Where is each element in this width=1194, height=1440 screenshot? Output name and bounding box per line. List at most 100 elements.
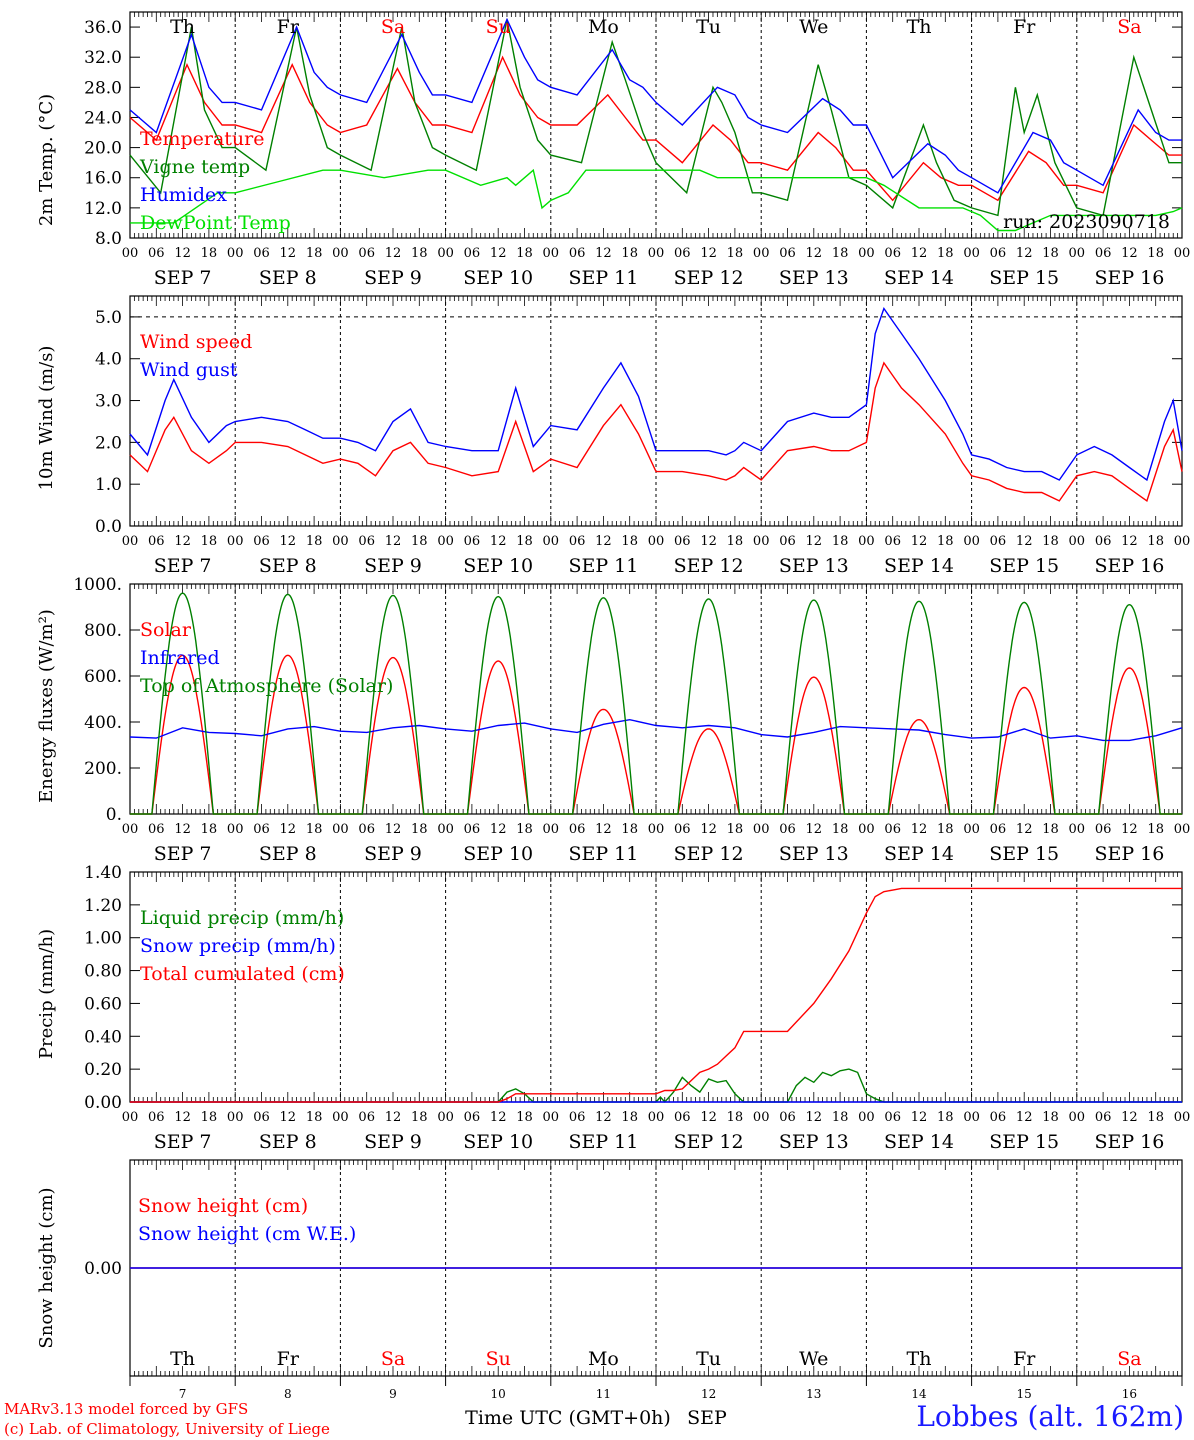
legend-entry: Infrared xyxy=(140,647,220,669)
y-tick-label: 4.0 xyxy=(95,350,122,370)
x-date-label: SEP 9 xyxy=(364,267,422,289)
x-hour-label: 06 xyxy=(464,246,481,261)
x-date-label: 10 xyxy=(491,1387,506,1401)
x-hour-label: 18 xyxy=(1042,1110,1059,1125)
x-hour-label: 06 xyxy=(1095,246,1112,261)
legend-entry: Snow height (cm W.E.) xyxy=(138,1223,356,1245)
x-hour-label: 00 xyxy=(227,534,244,549)
x-hour-label: 06 xyxy=(779,534,796,549)
y-tick-label: 16.0 xyxy=(84,169,122,189)
x-hour-label: 12 xyxy=(490,1110,507,1125)
x-hour-label: 06 xyxy=(569,1110,586,1125)
x-hour-label: 12 xyxy=(806,534,823,549)
x-axis-month: SEP xyxy=(687,1407,727,1429)
x-hour-label: 00 xyxy=(332,822,349,837)
x-hour-label: 00 xyxy=(858,246,875,261)
legend-entry: Temperature xyxy=(140,128,264,150)
x-hour-label: 12 xyxy=(700,534,717,549)
x-hour-label: 18 xyxy=(1042,822,1059,837)
x-hour-label: 06 xyxy=(569,246,586,261)
x-date-label: SEP 14 xyxy=(884,1131,954,1153)
x-date-label: SEP 7 xyxy=(154,1131,212,1153)
x-date-label: SEP 13 xyxy=(779,1131,849,1153)
x-hour-label: 00 xyxy=(753,534,770,549)
x-hour-label: 06 xyxy=(779,1110,796,1125)
y-tick-label: 0.0 xyxy=(95,517,122,537)
legend-entry: Wind speed xyxy=(140,331,252,353)
x-hour-label: 06 xyxy=(148,246,165,261)
day-of-week-label: Fr xyxy=(277,1348,300,1370)
day-of-week-label: Fr xyxy=(1013,1348,1036,1370)
x-date-label: SEP 15 xyxy=(989,267,1059,289)
x-hour-label: 12 xyxy=(174,246,191,261)
x-hour-label: 00 xyxy=(437,534,454,549)
y-axis-label: Energy fluxes (W/m²) xyxy=(36,609,57,803)
x-hour-label: 00 xyxy=(963,534,980,549)
x-hour-label: 18 xyxy=(1147,534,1164,549)
x-hour-label: 00 xyxy=(1069,534,1086,549)
series-line-vigne-temp xyxy=(129,19,1182,217)
x-hour-label: 00 xyxy=(963,822,980,837)
y-tick-label: 200. xyxy=(84,759,122,779)
x-hour-label: 00 xyxy=(753,822,770,837)
location-label: Lobbes (alt. 162m) xyxy=(916,1400,1184,1433)
x-hour-label: 06 xyxy=(779,822,796,837)
x-hour-label: 12 xyxy=(280,246,297,261)
x-date-label: SEP 15 xyxy=(989,1131,1059,1153)
x-hour-label: 18 xyxy=(1147,822,1164,837)
x-hour-label: 06 xyxy=(884,246,901,261)
x-hour-label: 00 xyxy=(332,246,349,261)
x-hour-label: 18 xyxy=(411,246,428,261)
x-hour-label: 00 xyxy=(543,1110,560,1125)
x-date-label: SEP 7 xyxy=(154,555,212,577)
series-line-top-of-atmosphere-solar- xyxy=(130,592,1182,815)
x-hour-label: 00 xyxy=(227,246,244,261)
x-hour-label: 18 xyxy=(621,822,638,837)
x-date-label: SEP 11 xyxy=(568,1131,638,1153)
x-hour-label: 12 xyxy=(595,534,612,549)
x-hour-label: 12 xyxy=(1016,822,1033,837)
x-date-label: SEP 10 xyxy=(463,267,533,289)
y-tick-label: 8.0 xyxy=(95,229,122,249)
x-hour-label: 00 xyxy=(648,534,665,549)
x-hour-label: 06 xyxy=(148,534,165,549)
series-line-dewpoint-temp xyxy=(130,168,1183,232)
x-hour-label: 06 xyxy=(464,822,481,837)
x-date-label: 7 xyxy=(179,1387,187,1401)
x-hour-label: 12 xyxy=(806,246,823,261)
y-axis-label: Precip (mm/h) xyxy=(36,929,57,1059)
day-of-week-label: Th xyxy=(170,1348,195,1370)
x-hour-label: 06 xyxy=(1095,822,1112,837)
x-hour-label: 12 xyxy=(385,1110,402,1125)
y-tick-label: 0.00 xyxy=(84,1259,122,1279)
y-tick-label: 12.0 xyxy=(84,199,122,219)
x-hour-label: 06 xyxy=(148,1110,165,1125)
y-tick-label: 20.0 xyxy=(84,139,122,159)
x-hour-label: 06 xyxy=(674,822,691,837)
x-date-label: SEP 9 xyxy=(364,555,422,577)
x-hour-label: 00 xyxy=(1069,1110,1086,1125)
x-hour-label: 00 xyxy=(227,822,244,837)
x-hour-label: 00 xyxy=(543,822,560,837)
x-hour-label: 06 xyxy=(990,534,1007,549)
x-hour-label: 06 xyxy=(674,534,691,549)
x-hour-label: 18 xyxy=(937,822,954,837)
x-hour-label: 18 xyxy=(621,1110,638,1125)
day-of-week-label: Fr xyxy=(277,16,300,38)
y-tick-label: 0.00 xyxy=(84,1093,122,1113)
x-hour-label: 18 xyxy=(937,246,954,261)
x-hour-label: 00 xyxy=(122,246,139,261)
x-hour-label: 12 xyxy=(700,1110,717,1125)
day-of-week-label: Mo xyxy=(588,16,619,38)
x-date-label: SEP 13 xyxy=(779,555,849,577)
series-line-infrared xyxy=(129,718,1183,742)
x-date-label: SEP 11 xyxy=(568,843,638,865)
x-hour-label: 00 xyxy=(1174,534,1191,549)
x-date-label: SEP 15 xyxy=(989,555,1059,577)
x-hour-label: 18 xyxy=(832,246,849,261)
day-of-week-label: Fr xyxy=(1013,16,1036,38)
x-hour-label: 06 xyxy=(253,1110,270,1125)
x-hour-label: 06 xyxy=(884,1110,901,1125)
x-hour-label: 12 xyxy=(490,534,507,549)
x-hour-label: 12 xyxy=(490,246,507,261)
